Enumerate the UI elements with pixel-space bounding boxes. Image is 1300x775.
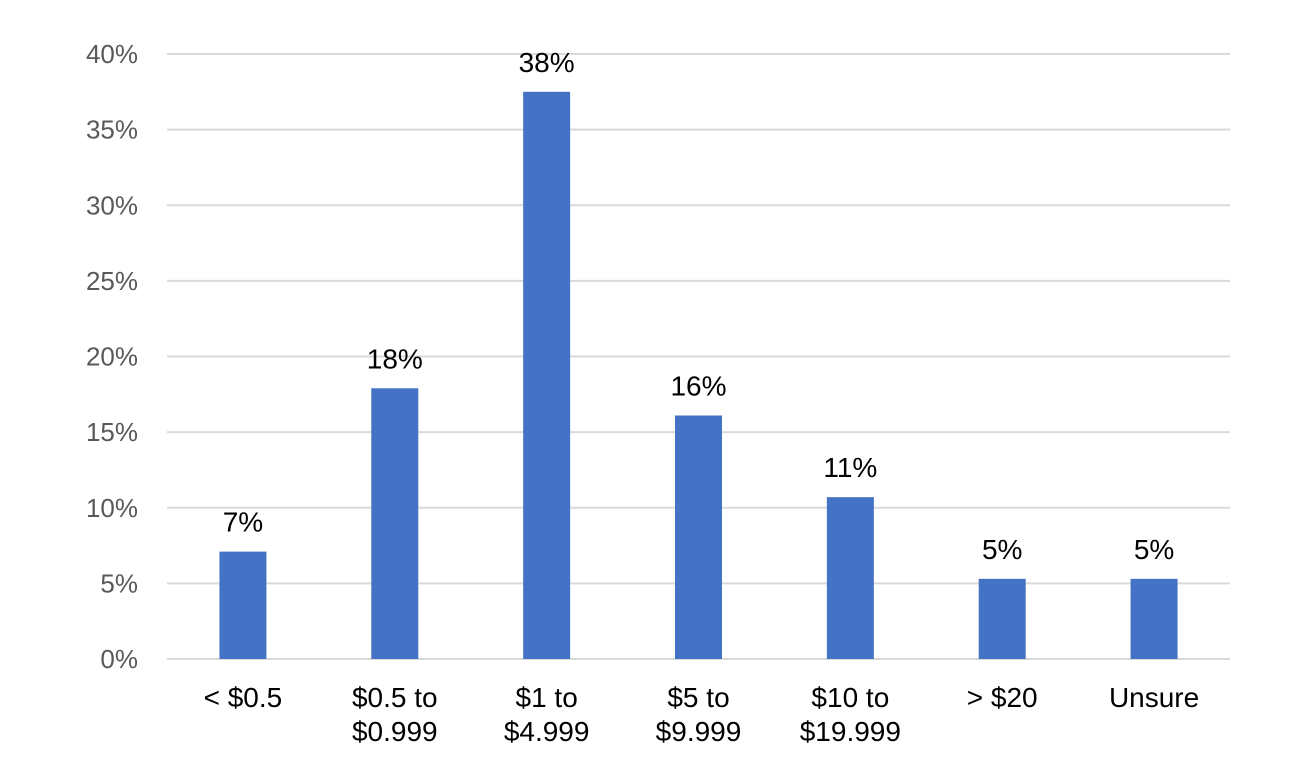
bar — [978, 578, 1026, 659]
data-label: 5% — [982, 534, 1022, 565]
x-tick-label-line: $10 to — [811, 682, 889, 713]
y-tick-label: 40% — [86, 39, 138, 69]
y-tick-label: 35% — [86, 115, 138, 145]
bar — [219, 551, 267, 659]
y-tick-label: 0% — [100, 644, 138, 674]
bar — [523, 91, 571, 659]
x-tick-label: $0.5 to $0.999 — [352, 682, 438, 747]
x-tick-label-line: $0.999 — [352, 716, 438, 747]
bar — [1130, 578, 1178, 659]
y-tick-label: 20% — [86, 342, 138, 372]
y-tick-label: 5% — [100, 568, 138, 598]
data-labels: 7% 18% 38% 16% 11% 5% 5% — [223, 47, 1175, 565]
x-tick-label: $5 to $9.999 — [656, 682, 742, 747]
x-tick-label-line: $5 to — [667, 682, 729, 713]
y-tick-label: 25% — [86, 266, 138, 296]
x-tick-label: > $20 — [967, 682, 1038, 713]
x-tick-label-line: $9.999 — [656, 716, 742, 747]
x-tick-label: $10 to $19.999 — [800, 682, 901, 747]
gridlines — [167, 53, 1230, 660]
y-axis-tick-labels: 0% 5% 10% 15% 20% 25% 30% 35% 40% — [86, 39, 138, 674]
x-tick-label-line: > $20 — [967, 682, 1038, 713]
bar — [826, 497, 874, 659]
data-label: 11% — [823, 452, 877, 483]
x-tick-label-line: $4.999 — [504, 716, 590, 747]
x-tick-label-line: < $0.5 — [204, 682, 283, 713]
y-tick-label: 15% — [86, 417, 138, 447]
x-tick-label-line: $19.999 — [800, 716, 901, 747]
data-label: 7% — [223, 507, 263, 538]
bars — [219, 91, 1178, 659]
x-tick-label: Unsure — [1109, 682, 1199, 713]
x-tick-label-line: $1 to — [516, 682, 578, 713]
x-tick-label: $1 to $4.999 — [504, 682, 590, 747]
bar — [675, 415, 722, 659]
bar — [371, 388, 419, 659]
data-label: 38% — [519, 47, 575, 78]
x-axis-category-labels: < $0.5 $0.5 to $0.999 $1 to $4.999 $5 to $9.99… — [204, 682, 1200, 747]
x-tick-label-line: $0.5 to — [352, 682, 438, 713]
y-tick-label: 30% — [86, 190, 138, 220]
x-tick-label: < $0.5 — [204, 682, 283, 713]
data-label: 18% — [367, 343, 423, 374]
y-tick-label: 10% — [86, 493, 138, 523]
data-label: 5% — [1134, 534, 1174, 565]
x-tick-label-line: Unsure — [1109, 682, 1199, 713]
data-label: 16% — [670, 370, 726, 401]
